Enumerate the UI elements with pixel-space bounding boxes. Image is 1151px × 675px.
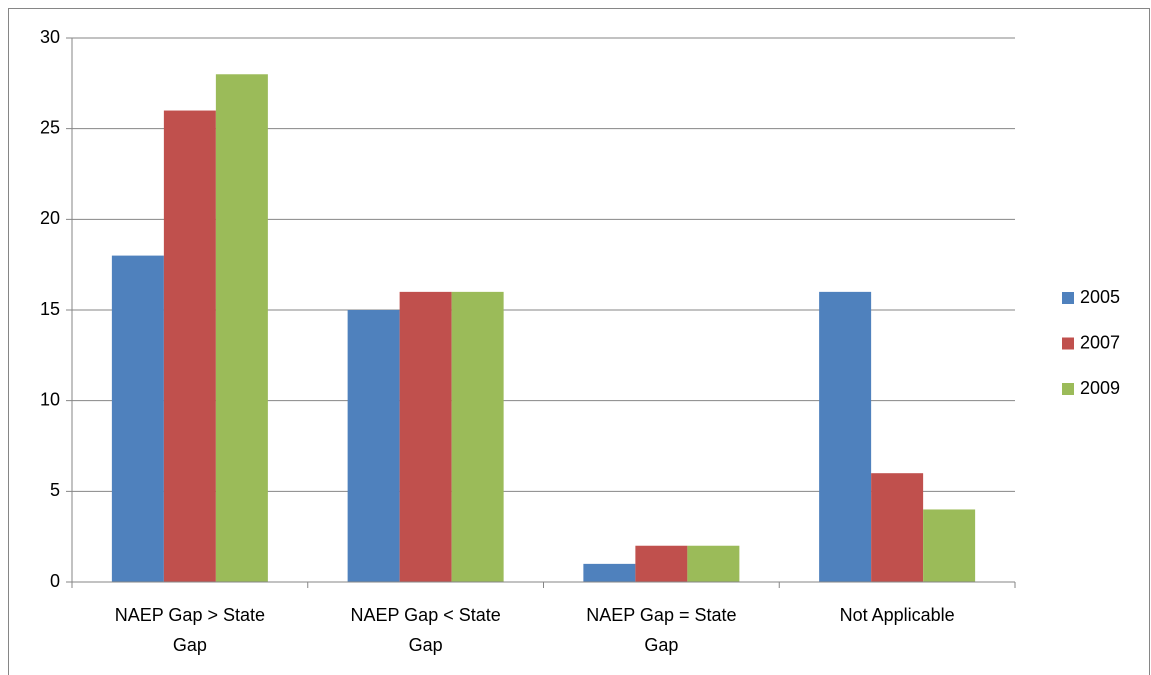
y-tick-label: 30 [40, 27, 60, 47]
bar [399, 291, 452, 582]
bar [451, 291, 504, 582]
chart-border [8, 8, 1150, 675]
bar [871, 473, 924, 582]
y-tick-label: 20 [40, 208, 60, 228]
bar [215, 74, 268, 583]
y-tick-label: 0 [50, 571, 60, 591]
legend-swatch [1062, 292, 1074, 304]
bar [923, 509, 976, 582]
bar [687, 545, 740, 582]
legend-swatch [1062, 337, 1074, 350]
y-tick-label: 25 [40, 117, 60, 137]
y-tick-label: 10 [40, 389, 60, 409]
x-tick-label: Not Applicable [839, 605, 955, 625]
legend-swatch [1062, 383, 1074, 395]
y-tick-label: 5 [50, 480, 60, 500]
y-tick-label: 15 [40, 299, 60, 319]
legend-label: 2007 [1080, 332, 1120, 352]
bar [111, 255, 164, 582]
x-tick-label: NAEP Gap = State Gap [586, 605, 737, 655]
x-tick-label: NAEP Gap < State Gap [350, 605, 501, 655]
bar [347, 310, 400, 582]
bar [819, 291, 872, 582]
bar [163, 110, 216, 583]
x-tick-label: NAEP Gap > State Gap [114, 605, 265, 655]
bar [635, 545, 688, 582]
legend-label: 2005 [1080, 287, 1120, 307]
bar [583, 563, 636, 582]
legend-label: 2009 [1080, 378, 1120, 398]
